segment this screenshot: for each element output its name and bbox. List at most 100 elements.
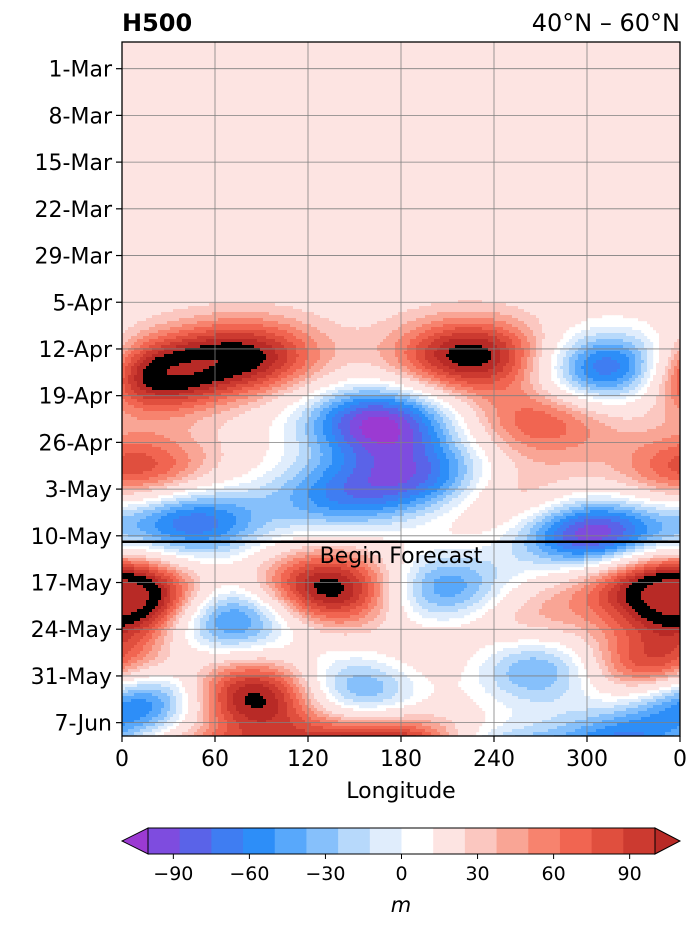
field-cell xyxy=(527,42,531,46)
field-cell xyxy=(356,84,360,88)
field-cell xyxy=(362,63,366,67)
field-cell xyxy=(338,78,342,82)
field-cell xyxy=(518,120,522,124)
field-cell xyxy=(146,57,150,61)
field-cell xyxy=(503,57,507,61)
field-cell xyxy=(200,93,204,97)
field-cell xyxy=(281,111,285,115)
field-cell xyxy=(284,117,288,121)
field-cell xyxy=(170,69,174,73)
field-cell xyxy=(233,87,237,91)
field-cell xyxy=(551,81,555,85)
field-cell xyxy=(344,84,348,88)
field-cell xyxy=(566,96,570,100)
field-cell xyxy=(236,120,240,124)
field-cell xyxy=(536,63,540,67)
field-cell xyxy=(218,108,222,112)
field-cell xyxy=(464,72,468,76)
field-cell xyxy=(374,96,378,100)
field-cell xyxy=(170,45,174,49)
field-cell xyxy=(506,81,510,85)
field-cell xyxy=(230,93,234,97)
field-cell xyxy=(521,78,525,82)
field-cell xyxy=(344,48,348,52)
field-cell xyxy=(164,84,168,88)
field-cell xyxy=(197,45,201,49)
field-cell xyxy=(164,66,168,70)
field-cell xyxy=(413,93,417,97)
field-cell xyxy=(260,48,264,52)
field-cell xyxy=(125,54,129,58)
field-cell xyxy=(605,72,609,76)
field-cell xyxy=(269,99,273,103)
field-cell xyxy=(209,102,213,106)
field-cell xyxy=(488,111,492,115)
field-cell xyxy=(401,42,405,46)
field-cell xyxy=(197,57,201,61)
field-cell xyxy=(152,99,156,103)
field-cell xyxy=(416,63,420,67)
field-cell xyxy=(377,90,381,94)
field-cell xyxy=(146,93,150,97)
field-cell xyxy=(380,93,384,97)
field-cell xyxy=(437,84,441,88)
field-cell xyxy=(422,45,426,49)
field-cell xyxy=(497,99,501,103)
field-cell xyxy=(443,45,447,49)
field-cell xyxy=(665,102,669,106)
field-cell xyxy=(299,48,303,52)
field-cell xyxy=(236,99,240,103)
field-cell xyxy=(209,75,213,79)
field-cell xyxy=(512,120,516,124)
field-cell xyxy=(212,84,216,88)
field-cell xyxy=(557,102,561,106)
field-cell xyxy=(149,93,153,97)
field-cell xyxy=(137,99,141,103)
field-cell xyxy=(572,72,576,76)
field-cell xyxy=(494,93,498,97)
field-cell xyxy=(527,117,531,121)
field-cell xyxy=(167,93,171,97)
field-cell xyxy=(602,117,606,121)
field-cell xyxy=(428,57,432,61)
field-cell xyxy=(512,102,516,106)
field-cell xyxy=(629,93,633,97)
field-cell xyxy=(266,60,270,64)
field-cell xyxy=(275,102,279,106)
field-cell xyxy=(284,99,288,103)
field-cell xyxy=(278,111,282,115)
field-cell xyxy=(467,48,471,52)
field-cell xyxy=(437,72,441,76)
field-cell xyxy=(248,120,252,124)
field-cell xyxy=(521,60,525,64)
field-cell xyxy=(443,84,447,88)
field-cell xyxy=(416,102,420,106)
field-cell xyxy=(614,93,618,97)
field-cell xyxy=(656,66,660,70)
field-cell xyxy=(593,45,597,49)
field-cell xyxy=(134,93,138,97)
field-cell xyxy=(383,96,387,100)
field-cell xyxy=(620,75,624,79)
field-cell xyxy=(236,63,240,67)
field-cell xyxy=(485,111,489,115)
field-cell xyxy=(467,84,471,88)
field-cell xyxy=(431,48,435,52)
field-cell xyxy=(338,117,342,121)
field-cell xyxy=(140,96,144,100)
field-cell xyxy=(446,105,450,109)
field-cell xyxy=(473,75,477,79)
field-cell xyxy=(272,51,276,55)
field-cell xyxy=(254,66,258,70)
field-cell xyxy=(527,111,531,115)
field-cell xyxy=(644,90,648,94)
field-cell xyxy=(671,63,675,67)
field-cell xyxy=(137,84,141,88)
field-cell xyxy=(515,117,519,121)
field-cell xyxy=(380,57,384,61)
field-cell xyxy=(311,120,315,124)
field-cell xyxy=(512,51,516,55)
field-cell xyxy=(218,69,222,73)
field-cell xyxy=(224,81,228,85)
field-cell xyxy=(347,54,351,58)
